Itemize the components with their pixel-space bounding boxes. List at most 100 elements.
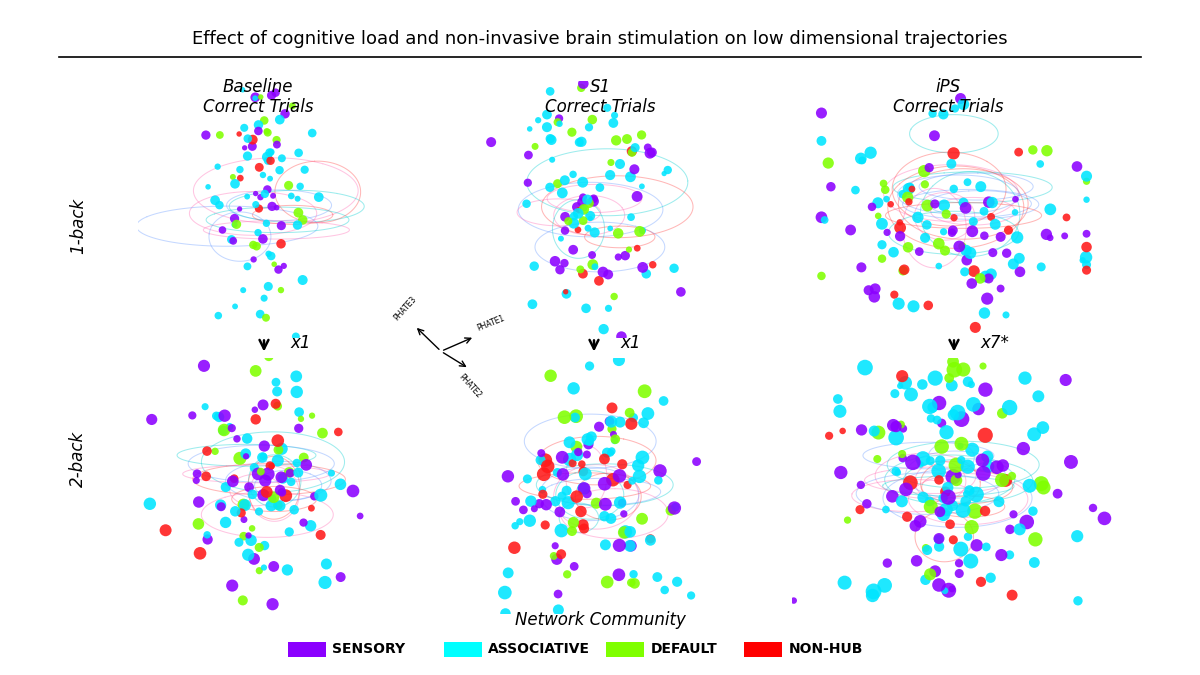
- Point: [923, 108, 942, 119]
- Point: [331, 479, 350, 489]
- Point: [1031, 159, 1050, 169]
- Point: [1000, 402, 1019, 413]
- Point: [221, 344, 240, 354]
- Point: [1067, 161, 1086, 172]
- Point: [572, 196, 592, 207]
- Point: [259, 281, 278, 292]
- Point: [1076, 171, 1096, 182]
- Point: [925, 198, 944, 209]
- Point: [655, 585, 674, 595]
- Point: [245, 554, 264, 564]
- Point: [576, 303, 595, 314]
- Text: S1
Correct Trials: S1 Correct Trials: [545, 78, 655, 116]
- Point: [227, 433, 246, 444]
- Point: [554, 258, 574, 269]
- Point: [964, 399, 983, 410]
- Point: [518, 178, 538, 188]
- Point: [968, 404, 988, 414]
- Point: [280, 526, 299, 537]
- Point: [1076, 242, 1096, 252]
- Point: [521, 495, 540, 506]
- Point: [586, 227, 605, 238]
- Point: [540, 182, 559, 193]
- Point: [900, 182, 919, 193]
- Point: [929, 261, 948, 271]
- Point: [604, 117, 623, 128]
- Point: [234, 499, 253, 510]
- Point: [254, 293, 274, 304]
- Text: iPS
Correct Trials: iPS Correct Trials: [893, 78, 1003, 116]
- Point: [1084, 503, 1103, 514]
- Point: [1010, 524, 1030, 535]
- Point: [929, 466, 948, 477]
- Point: [253, 451, 272, 462]
- Point: [206, 410, 226, 421]
- Point: [586, 261, 605, 272]
- Point: [943, 410, 962, 421]
- Point: [535, 455, 554, 466]
- Point: [841, 225, 860, 236]
- Point: [952, 544, 971, 555]
- Point: [893, 453, 912, 464]
- Point: [618, 479, 637, 490]
- Point: [1000, 549, 1019, 560]
- Point: [943, 500, 962, 511]
- Point: [536, 500, 556, 510]
- Point: [238, 151, 257, 161]
- Point: [917, 543, 936, 554]
- Point: [992, 475, 1012, 485]
- Point: [856, 362, 875, 373]
- Text: Baseline
Correct Trials: Baseline Correct Trials: [203, 78, 313, 116]
- Point: [229, 128, 248, 139]
- Point: [934, 493, 953, 504]
- Point: [956, 202, 976, 213]
- Point: [960, 485, 979, 496]
- Point: [622, 541, 641, 551]
- Point: [595, 479, 614, 489]
- Point: [318, 55, 337, 66]
- Point: [851, 153, 870, 164]
- Point: [1076, 252, 1096, 263]
- Point: [1032, 479, 1051, 489]
- Point: [550, 118, 569, 129]
- Point: [1057, 212, 1076, 223]
- Point: [599, 269, 618, 280]
- Point: [572, 136, 592, 147]
- Point: [269, 264, 288, 275]
- Point: [628, 191, 647, 202]
- Point: [1001, 524, 1020, 535]
- Point: [654, 168, 673, 179]
- Point: [890, 231, 910, 242]
- Point: [250, 162, 269, 173]
- Point: [943, 471, 962, 482]
- Point: [289, 423, 308, 434]
- Point: [605, 110, 624, 121]
- Point: [590, 182, 610, 193]
- Point: [295, 164, 314, 175]
- Point: [632, 181, 652, 192]
- Point: [821, 182, 840, 192]
- Point: [992, 408, 1012, 418]
- Point: [974, 308, 994, 319]
- Point: [198, 529, 217, 540]
- Point: [234, 285, 253, 296]
- Point: [287, 371, 306, 382]
- Point: [602, 402, 622, 413]
- Point: [892, 419, 911, 430]
- Point: [575, 203, 594, 214]
- Point: [289, 407, 308, 418]
- Point: [246, 188, 265, 199]
- Point: [232, 63, 251, 74]
- Point: [577, 449, 596, 460]
- Point: [962, 522, 982, 533]
- Point: [922, 413, 941, 424]
- Point: [601, 448, 620, 458]
- Point: [269, 444, 288, 455]
- Point: [533, 489, 552, 500]
- Point: [564, 169, 583, 180]
- Point: [622, 212, 641, 223]
- Point: [978, 451, 997, 462]
- Point: [887, 432, 906, 443]
- Point: [258, 152, 277, 163]
- Point: [610, 354, 629, 365]
